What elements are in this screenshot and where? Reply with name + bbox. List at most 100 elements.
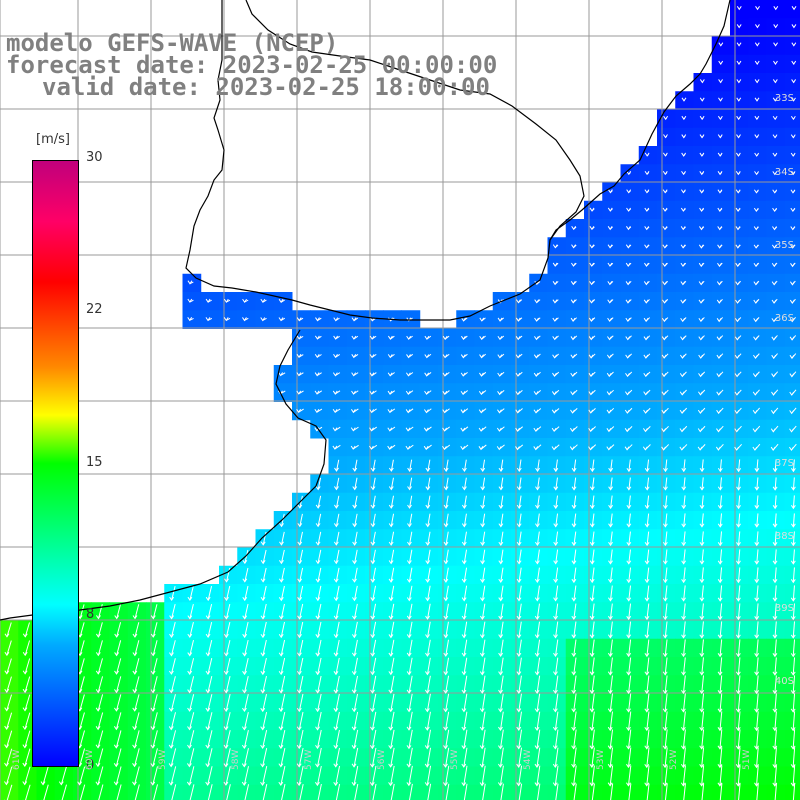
wind-arrow-head [679,409,685,415]
wind-arrow-head [608,541,613,547]
wind-arrow [646,603,650,620]
wind-arrow-head [296,707,302,713]
wind-arrow-head [790,263,795,268]
wind-arrow-head [735,764,741,769]
wind-arrow-head [553,523,559,528]
wind-arrow-head [315,726,320,731]
wind-arrow-head [662,689,668,695]
wind-arrow-head [754,560,760,565]
wind-arrow [646,729,650,749]
wind-arrow-head [315,597,321,602]
wind-arrow-head [571,467,577,473]
wind-arrow-head [643,373,649,378]
wind-arrow-head [680,726,686,732]
wind-arrow [481,729,486,749]
wind-arrow [701,783,705,800]
wind-arrow-head [187,744,192,749]
wind-arrow [371,729,377,749]
wind-arrow-head [734,336,740,341]
wind-arrow-head [533,354,539,359]
wind-arrow-head [699,97,705,102]
wind-arrow [792,675,796,694]
wind-arrow-head [643,354,649,359]
wind-arrow [225,603,231,619]
wind-arrow [756,621,759,638]
wind-arrow [554,675,559,694]
wind-arrow [6,622,12,637]
wind-arrow [244,784,250,800]
wind-arrow [97,712,104,730]
wind-arrow-head [22,670,28,675]
wind-arrow [299,783,304,800]
wind-arrow [609,639,613,657]
wind-arrow [536,549,540,564]
wind-arrow [756,603,759,620]
wind-arrow [536,693,541,712]
wind-arrow [537,459,540,472]
wind-arrow-head [681,171,686,176]
coastline-river [245,0,585,241]
wind-arrow [408,693,413,712]
wind-arrow [536,765,541,786]
wind-arrow [444,765,450,786]
wind-arrow-head [644,486,650,491]
wind-arrow-head [460,390,466,396]
wind-arrow-head [644,578,650,584]
wind-arrow [316,765,322,786]
wind-speed-cell [784,255,800,275]
wind-arrow [207,730,213,749]
wind-arrow-head [260,560,266,565]
wind-arrow-head [95,633,101,638]
wind-arrow-head [772,189,778,194]
wind-arrow-head [278,298,284,304]
wind-arrow-head [717,560,723,565]
wind-arrow-head [552,745,558,750]
wind-arrow-head [589,708,595,713]
wind-arrow-head [626,689,631,695]
wind-arrow-head [296,408,302,414]
wind-arrow [79,658,85,674]
wind-arrow [664,603,668,620]
wind-arrow-head [589,726,595,732]
wind-arrow [646,765,650,786]
wind-arrow [79,766,86,785]
lon-label-52w: 52W [669,749,679,770]
wind-arrow-head [535,523,540,528]
wind-arrow-head [644,226,650,231]
wind-arrow-head [260,541,266,546]
wind-arrow-head [589,671,595,676]
wind-arrow-head [790,616,796,621]
wind-arrow-head [443,726,449,731]
wind-arrow [701,675,705,694]
wind-arrow-head [113,726,119,731]
wind-arrow-head [790,152,796,157]
wind-arrow [591,639,595,657]
wind-arrow [372,513,376,527]
wind-arrow [262,730,268,749]
wind-arrow-head [588,372,594,378]
wind-arrow [298,729,304,749]
wind-arrow-head [461,560,467,565]
wind-arrow-head [734,391,740,396]
wind-arrow-head [278,597,284,602]
wind-arrow [628,621,632,638]
wind-arrow [98,784,104,800]
wind-arrow [664,783,668,800]
wind-arrow [500,603,504,620]
wind-arrow-head [515,354,521,359]
wind-arrow-head [681,152,687,157]
wind-arrow [482,513,486,527]
wind-arrow-head [661,409,667,414]
wind-arrow-head [150,652,156,657]
wind-arrow-head [735,152,741,157]
wind-arrow-head [662,597,668,602]
wind-arrow [518,711,522,731]
wind-arrow-head [626,652,632,658]
wind-arrow [189,784,195,800]
wind-arrow-head [717,634,723,639]
forecast-date: forecast date: 2023-02-25 00:00:00 [6,51,498,79]
colorbar-tick-15: 15 [86,455,103,470]
wind-arrow [409,783,413,800]
wind-arrow-head [643,299,649,304]
